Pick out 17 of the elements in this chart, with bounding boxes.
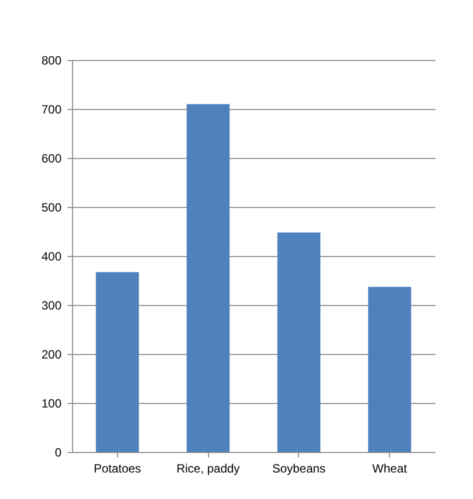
x-tick-label: Soybeans [272, 462, 326, 476]
y-tick-label: 400 [41, 250, 62, 264]
y-tick-label: 800 [41, 54, 62, 68]
y-tick-label: 700 [41, 102, 62, 116]
y-tick-label: 200 [41, 348, 62, 362]
bar [96, 272, 139, 452]
bar [368, 286, 412, 452]
y-tick-label: 0 [54, 446, 62, 460]
bar [186, 104, 230, 452]
y-tick-label: 600 [41, 152, 62, 166]
bar [277, 232, 320, 452]
x-tick-label: Rice, paddy [176, 462, 240, 476]
x-tick-label: Potatoes [94, 462, 142, 476]
y-tick-label: 100 [41, 396, 62, 410]
x-tick-label: Wheat [372, 462, 408, 476]
y-tick-label: 500 [41, 200, 62, 214]
y-tick-label: 300 [41, 298, 62, 312]
